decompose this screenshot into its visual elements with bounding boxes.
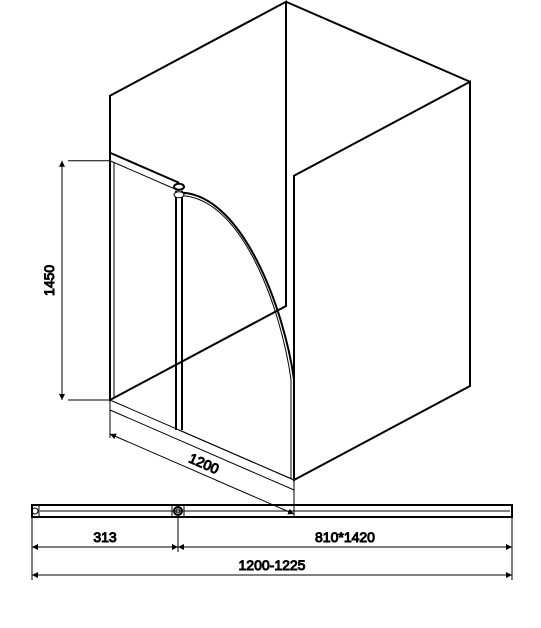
- isometric-view: 1450 1200: [41, 2, 470, 518]
- plan-section-view: 313 810*1420 1200-1225: [32, 505, 512, 580]
- svg-text:1450: 1450: [41, 265, 57, 296]
- svg-text:1200-1225: 1200-1225: [239, 557, 306, 573]
- svg-text:313: 313: [93, 529, 117, 545]
- svg-text:810*1420: 810*1420: [315, 529, 375, 545]
- technical-drawing: 1450 1200 313 810*1420 1200-1225: [0, 0, 541, 628]
- svg-text:1200: 1200: [187, 450, 222, 477]
